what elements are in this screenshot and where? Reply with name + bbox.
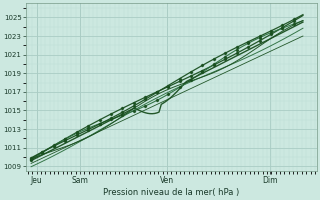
- X-axis label: Pression niveau de la mer( hPa ): Pression niveau de la mer( hPa ): [103, 188, 239, 197]
